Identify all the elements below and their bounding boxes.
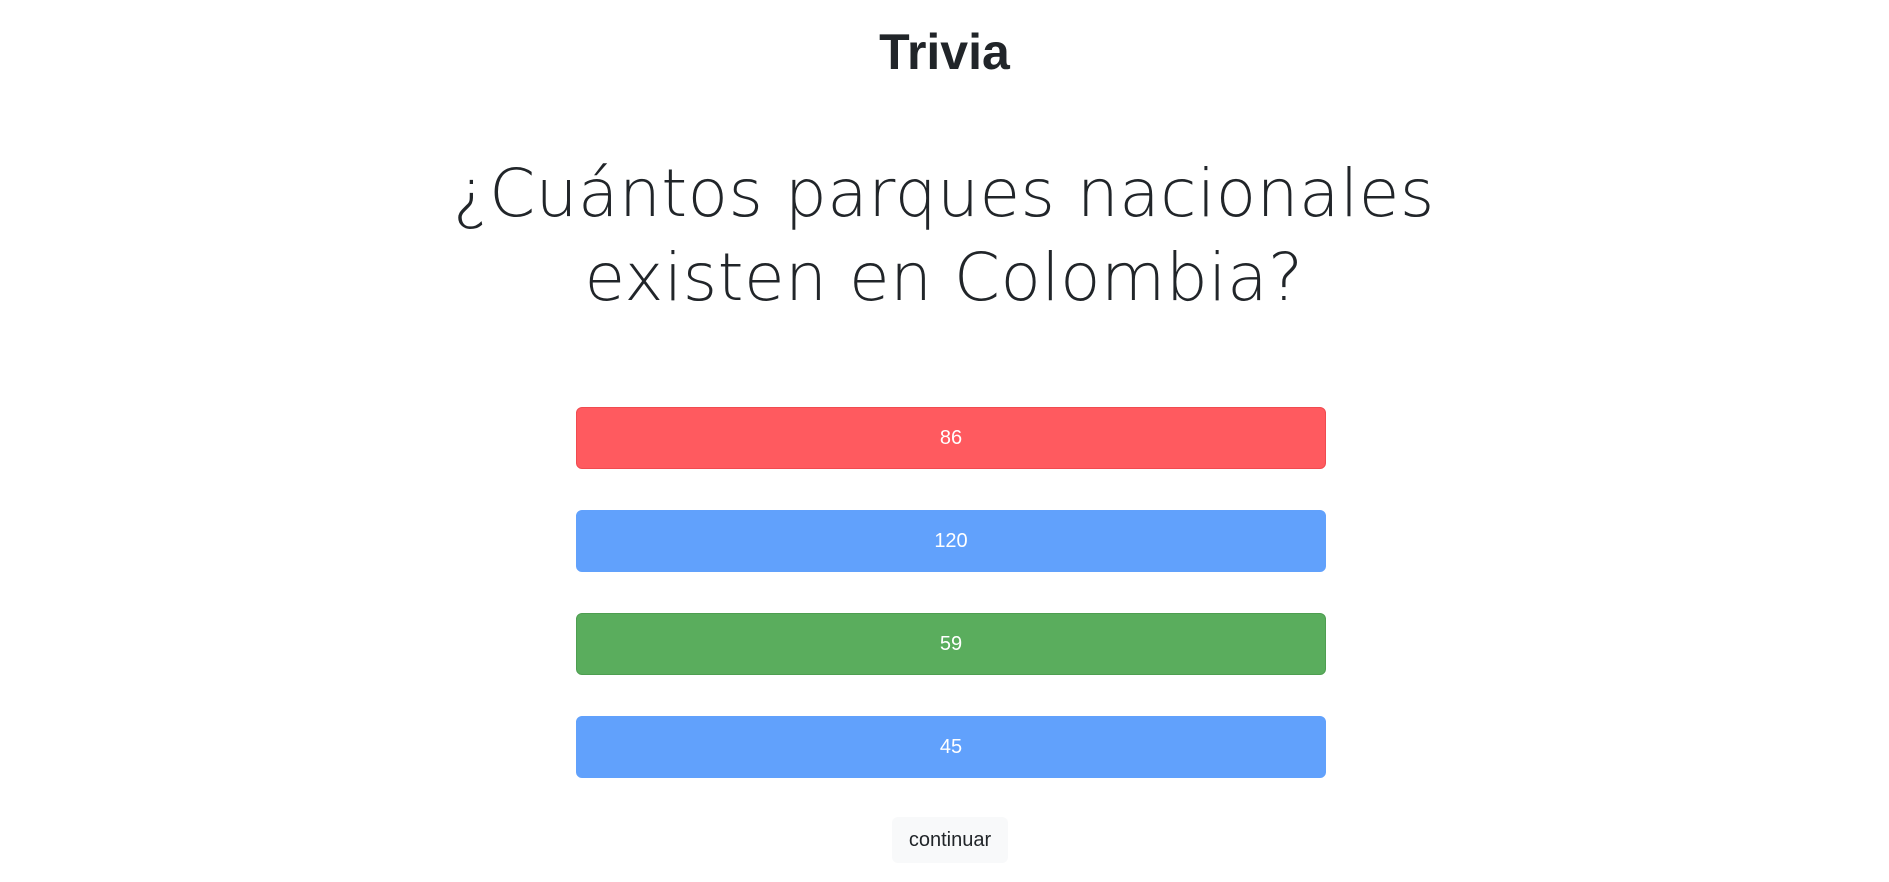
question-text: ¿Cuántos parques nacionales existen en C… [453,155,1435,316]
answer-list: 86 120 59 45 [576,407,1326,819]
page-title: Trivia [879,24,1010,80]
continue-button[interactable]: continuar [892,817,1008,863]
answer-button-3[interactable]: 59 [576,613,1326,675]
answer-button-2[interactable]: 120 [576,510,1326,572]
answer-button-1[interactable]: 86 [576,407,1326,469]
answer-button-4[interactable]: 45 [576,716,1326,778]
